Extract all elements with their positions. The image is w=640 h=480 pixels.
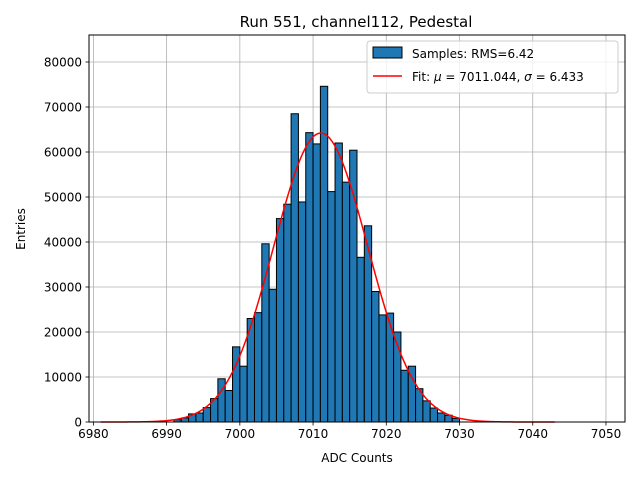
x-tick-label: 7020 — [371, 427, 402, 441]
histogram-bar — [349, 149, 358, 423]
y-tick-label: 80000 — [44, 56, 82, 70]
histogram-bar — [268, 288, 277, 423]
histogram-bar — [407, 365, 417, 423]
histogram-bar — [290, 113, 299, 423]
chart-title: Run 551, channel112, Pedestal — [240, 13, 473, 31]
plot-area-frame — [88, 34, 626, 423]
histogram-bar — [283, 203, 292, 423]
histogram-bar — [297, 201, 307, 423]
legend-fit-sigma: σ — [524, 70, 532, 84]
legend-fit-label: Fit: μ = 7011.044, σ = 6.433 — [412, 70, 584, 84]
histogram-bar — [371, 291, 380, 423]
histogram-bar — [239, 365, 248, 423]
histogram-bar — [378, 314, 387, 423]
histogram-bar — [319, 85, 329, 423]
y-tick-label: 70000 — [44, 101, 82, 115]
legend-fit-mu: μ — [433, 70, 442, 84]
histogram-bar — [422, 400, 431, 423]
x-tick-label: 7040 — [517, 427, 548, 441]
histogram-bar — [261, 243, 270, 423]
fit-curve — [100, 132, 555, 423]
histogram-bar — [275, 218, 285, 423]
histogram-bar — [451, 417, 461, 423]
histogram-bar — [312, 143, 321, 423]
y-tick-label: 40000 — [44, 236, 82, 250]
histogram-bar — [400, 369, 409, 423]
x-tick-label: 7010 — [298, 427, 329, 441]
y-axis-ticks: 0 10000 20000 30000 40000 50000 60000 70000 8000… — [44, 56, 89, 430]
x-axis-ticks: 6980 6990 7000 7010 7020 7030 7040 7050 — [78, 422, 621, 441]
y-axis-label: Entries — [14, 208, 28, 250]
x-tick-label: 7000 — [225, 427, 256, 441]
histogram-bar — [195, 412, 204, 423]
y-tick-label: 60000 — [44, 146, 82, 160]
x-axis-label: ADC Counts — [321, 451, 393, 465]
y-tick-label: 20000 — [44, 326, 82, 340]
histogram-bars — [173, 85, 461, 423]
y-tick-label: 0 — [74, 416, 82, 430]
histogram-bar — [305, 132, 314, 423]
y-tick-label: 50000 — [44, 191, 82, 205]
histogram-bar — [429, 407, 439, 423]
histogram-bar — [202, 407, 212, 423]
histogram-bar — [224, 390, 234, 423]
histogram-bar — [437, 412, 446, 423]
legend-hist-swatch — [372, 46, 403, 59]
histogram-bar — [334, 142, 343, 423]
legend: Samples: RMS=6.42 Fit: μ = 7011.044, σ =… — [366, 40, 619, 94]
legend-fit-mid: = 7011.044, — [442, 70, 525, 84]
legend-fit-prefix: Fit: — [412, 70, 434, 84]
y-tick-label: 10000 — [44, 371, 82, 385]
y-tick-label: 30000 — [44, 281, 82, 295]
x-tick-label: 7050 — [591, 427, 622, 441]
legend-hist-label: Samples: RMS=6.42 — [412, 47, 534, 61]
histogram-bar — [356, 256, 365, 423]
histogram-bar — [327, 191, 336, 423]
histogram-bar — [341, 181, 351, 423]
legend-box — [366, 40, 619, 94]
legend-fit-suffix: = 6.433 — [532, 70, 584, 84]
x-tick-label: 7030 — [444, 427, 475, 441]
fit-curve-layer — [100, 132, 555, 423]
histogram-bar — [217, 378, 226, 423]
histogram-bar — [253, 312, 263, 423]
x-tick-label: 6980 — [78, 427, 109, 441]
x-tick-label: 6990 — [151, 427, 182, 441]
